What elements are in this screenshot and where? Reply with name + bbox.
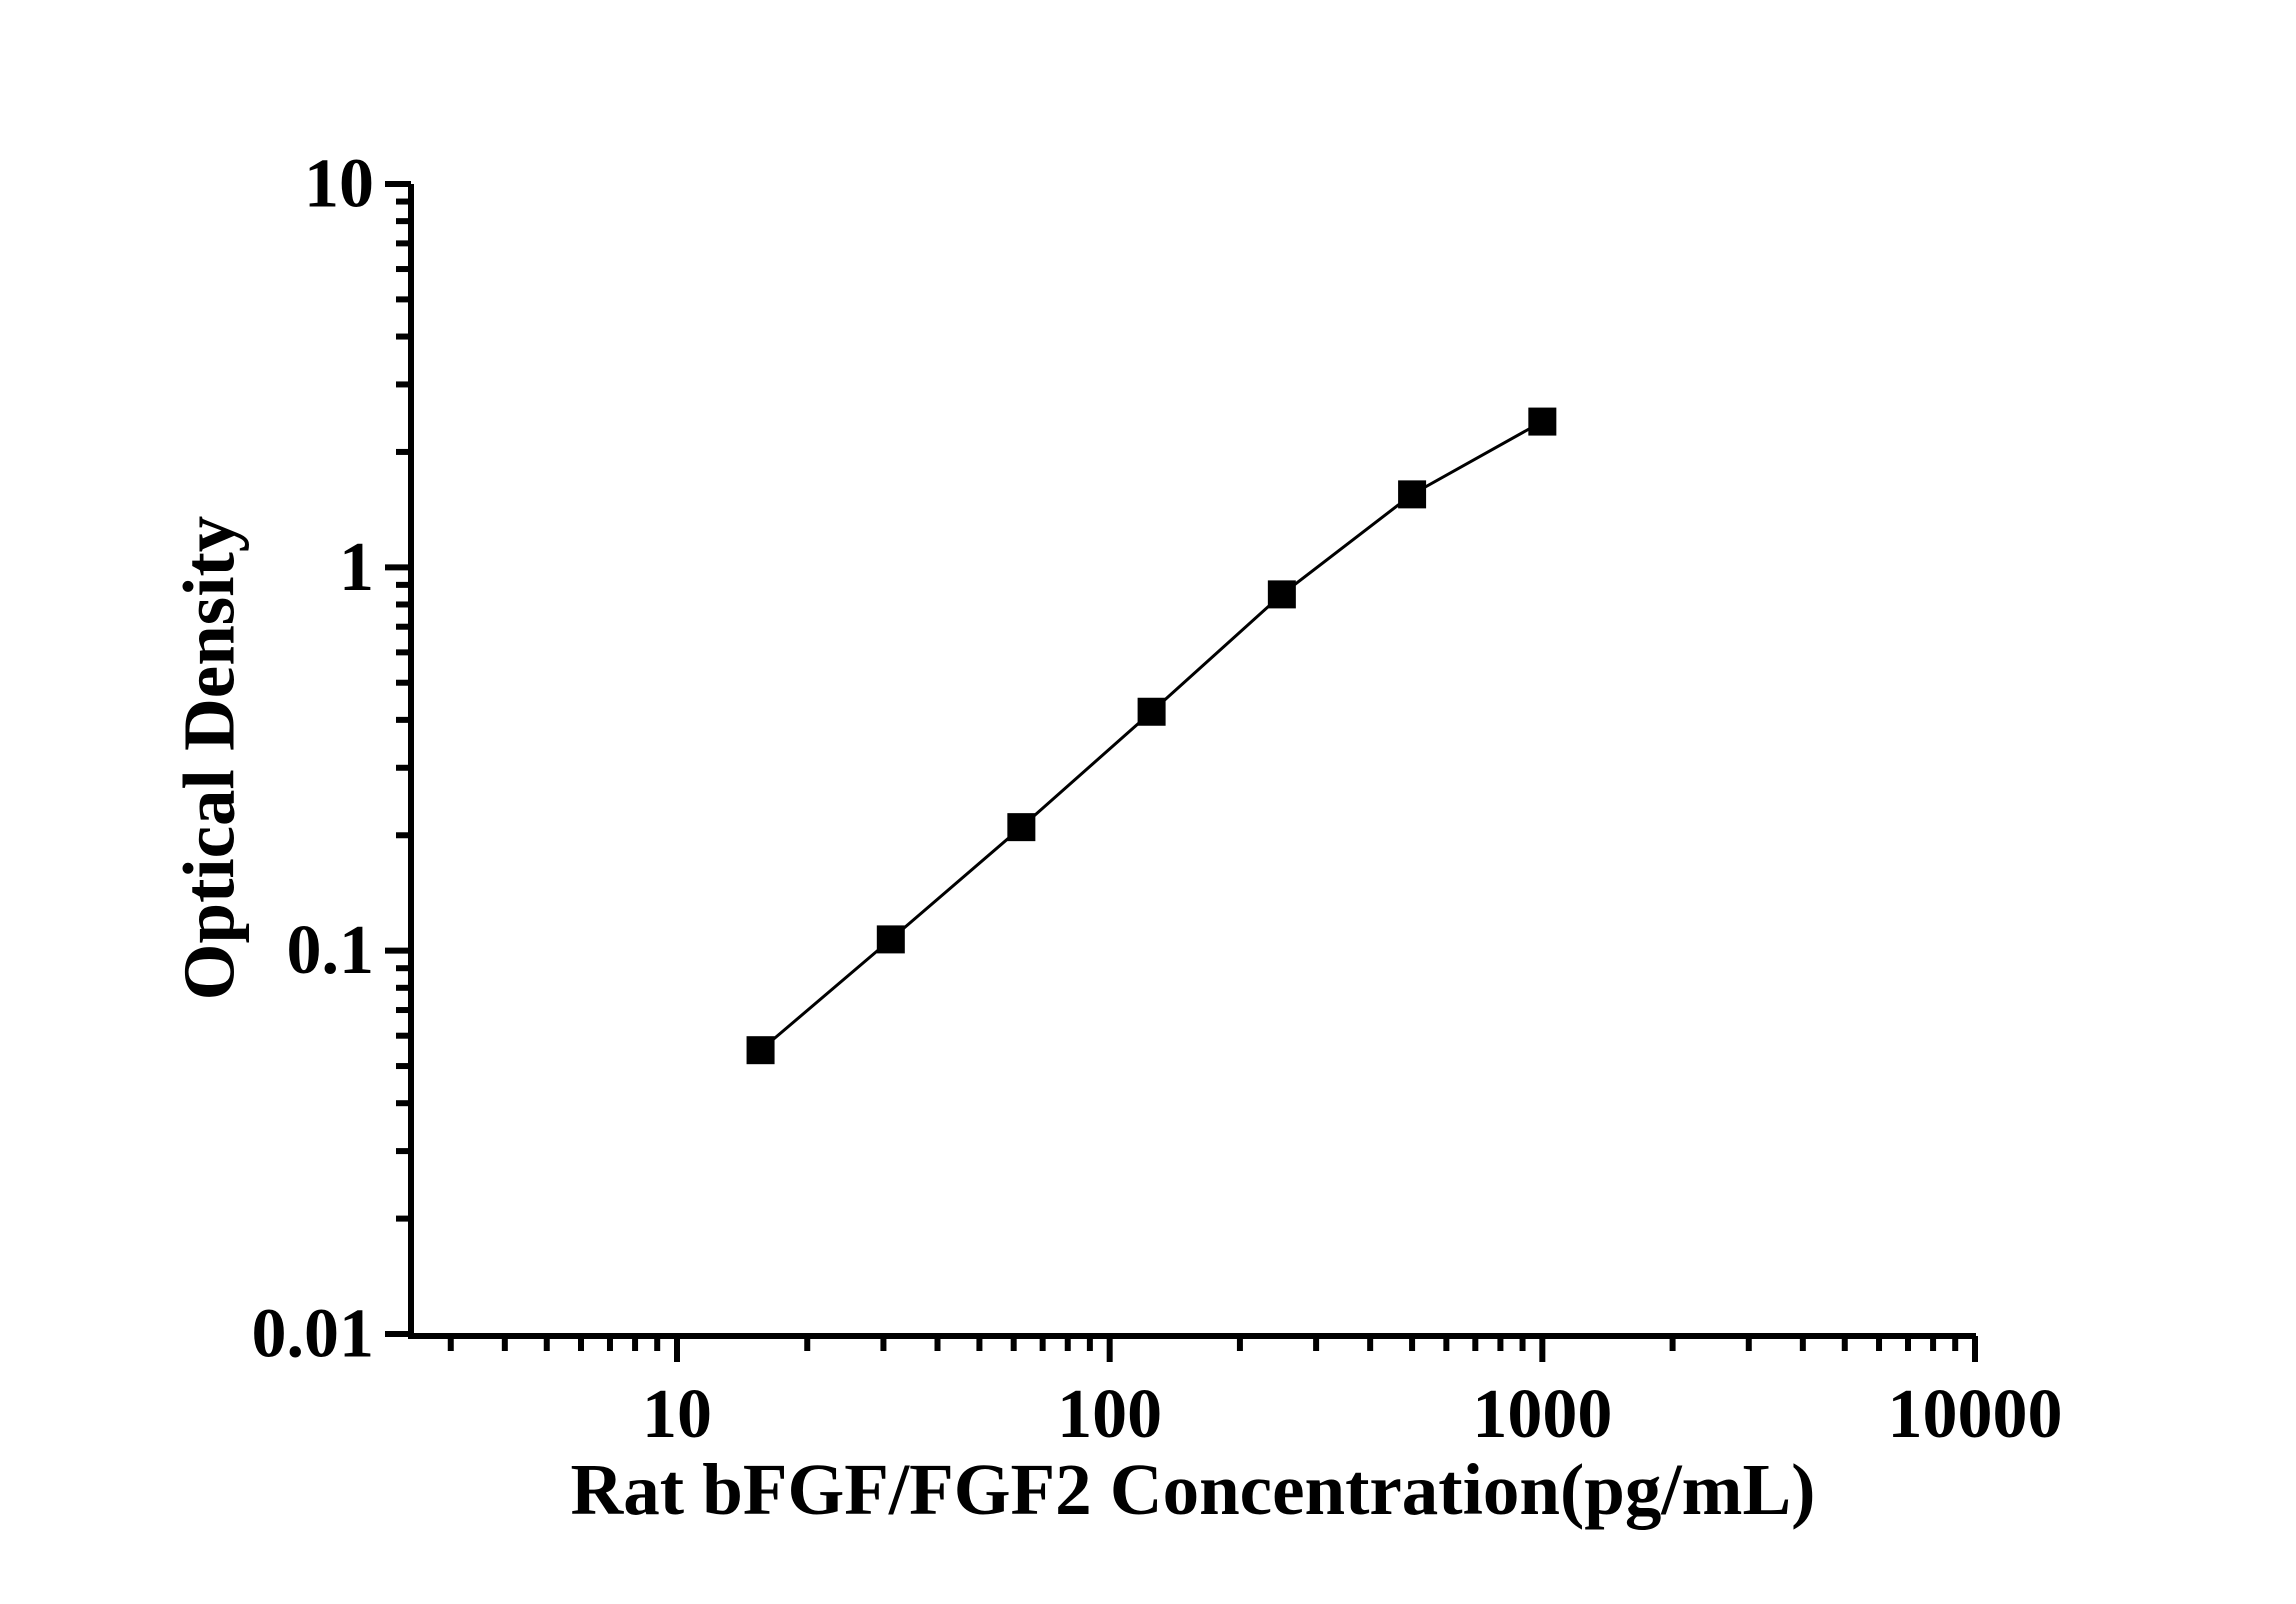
data-point-marker [1137, 697, 1166, 726]
data-point-marker [876, 925, 905, 954]
axis-tick-labels: 10 100 1000 10000 10 1 0.1 0.01 [252, 146, 2063, 1454]
x-tick-label: 1000 [1472, 1376, 1612, 1453]
x-tick-label: 100 [1057, 1376, 1162, 1453]
y-tick-label: 10 [304, 146, 374, 223]
axes [408, 184, 1976, 1339]
data-point-marker [1528, 407, 1557, 436]
data-point-marker [1007, 813, 1036, 842]
x-tick-label: 10000 [1888, 1376, 2063, 1453]
data-point-marker [1267, 580, 1296, 609]
y-tick-label: 1 [339, 529, 374, 606]
y-tick-label: 0.1 [287, 912, 375, 989]
y-axis-title: Optical Density [169, 516, 250, 1001]
x-tick-label: 10 [642, 1376, 712, 1453]
axis-ticks [385, 181, 1979, 1362]
curve-line [759, 420, 1544, 1052]
data-point-marker [746, 1036, 775, 1065]
x-axis-title: Rat bFGF/FGF2 Concentration(pg/mL) [571, 1449, 1816, 1530]
y-tick-label: 0.01 [252, 1295, 375, 1372]
data-series [746, 407, 1557, 1065]
data-point-marker [1398, 480, 1427, 509]
